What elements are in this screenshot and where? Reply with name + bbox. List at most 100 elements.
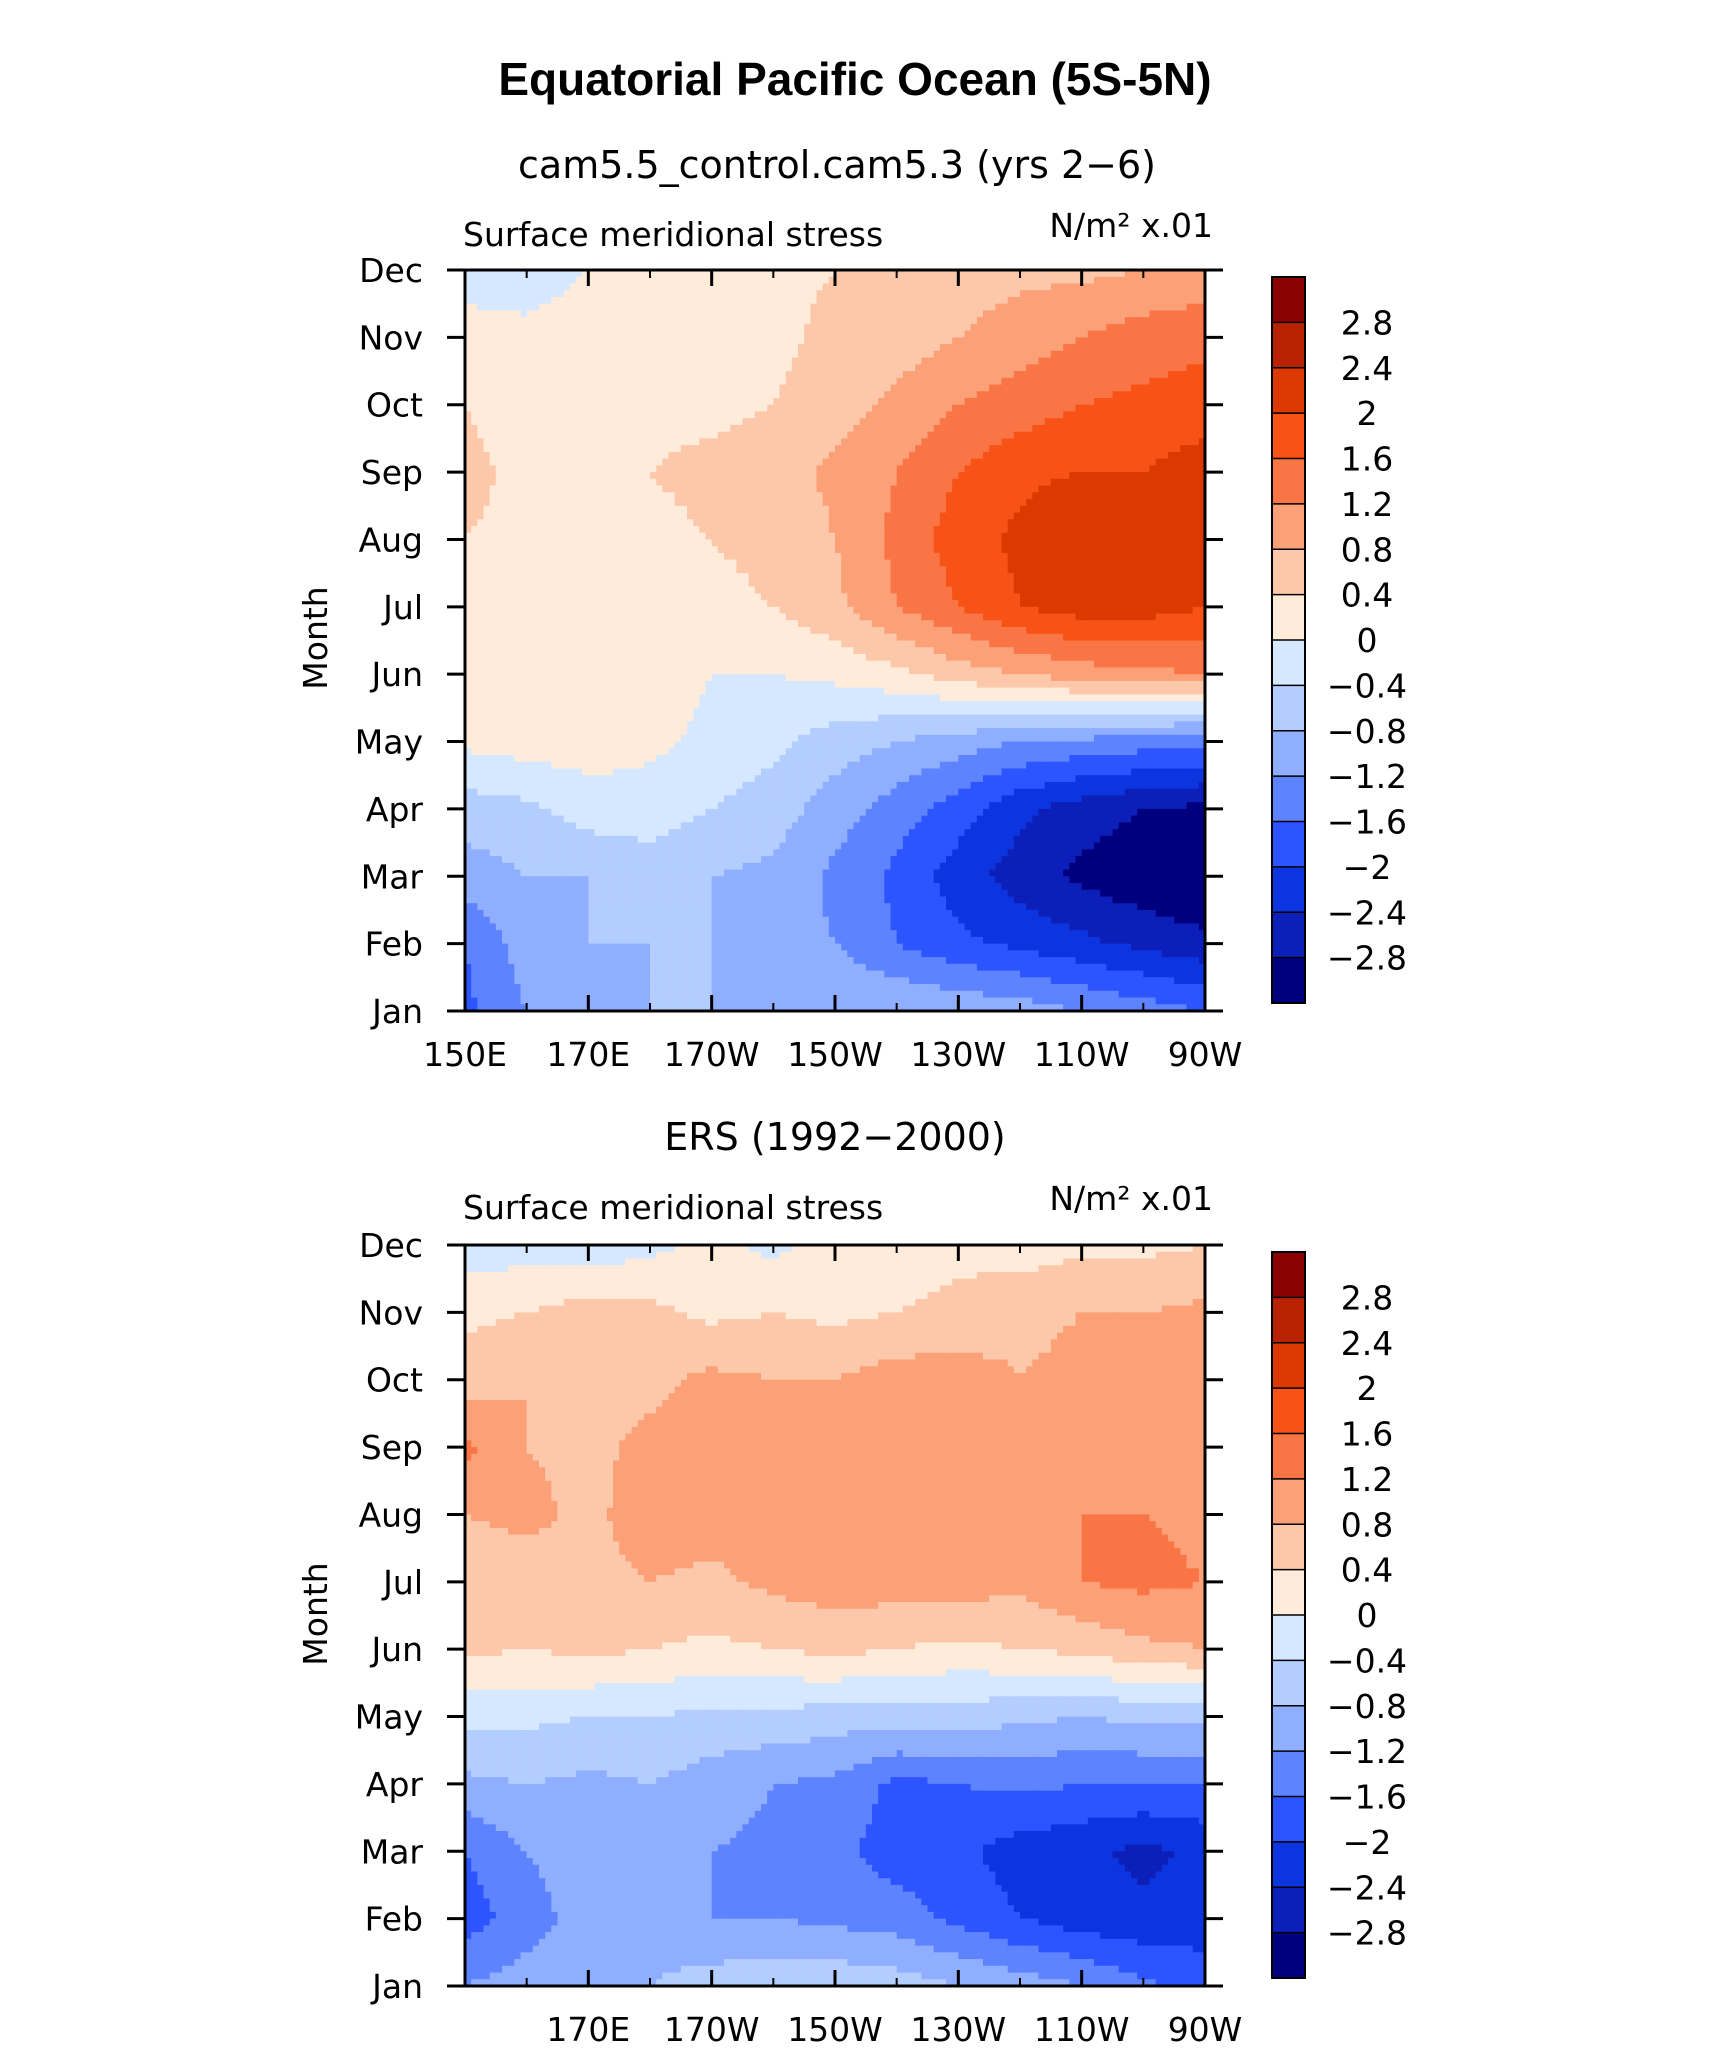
heatmap-cell (570, 337, 577, 344)
heatmap-cell (533, 465, 540, 472)
heatmap-cell (730, 418, 737, 425)
heatmap-cell (841, 351, 848, 358)
heatmap-cell (995, 506, 1002, 513)
heatmap-cell (1180, 526, 1187, 533)
heatmap-cell (527, 513, 534, 520)
heatmap-cell (804, 324, 811, 331)
heatmap-cell (872, 331, 879, 338)
heatmap-cell (884, 304, 891, 311)
heatmap-cell (724, 533, 731, 540)
heatmap-cell (786, 492, 793, 499)
heatmap-cell (693, 351, 700, 358)
heatmap-cell (533, 533, 540, 540)
heatmap-cell (804, 344, 811, 351)
heatmap-cell (551, 486, 558, 493)
heatmap-cell (619, 506, 626, 513)
heatmap-cell (989, 351, 996, 358)
heatmap-cell (1131, 297, 1138, 304)
heatmap-cell (656, 317, 663, 324)
heatmap-cell (1143, 297, 1150, 304)
heatmap-cell (1168, 378, 1175, 385)
heatmap-cell (989, 385, 996, 392)
heatmap-cell (810, 479, 817, 486)
heatmap-cell (995, 533, 1002, 540)
heatmap-cell (1039, 283, 1046, 290)
heatmap-cell (958, 479, 965, 486)
heatmap-cell (761, 317, 768, 324)
heatmap-cell (693, 405, 700, 412)
heatmap-cell (582, 459, 589, 466)
heatmap-cell (829, 411, 836, 418)
heatmap-cell (1193, 519, 1200, 526)
heatmap-cell (884, 539, 891, 546)
heatmap-cell (601, 358, 608, 365)
heatmap-cell (699, 331, 706, 338)
heatmap-cell (1039, 465, 1046, 472)
heatmap-cell (891, 411, 898, 418)
heatmap-cell (1131, 317, 1138, 324)
heatmap-cell (940, 499, 947, 506)
heatmap-cell (545, 486, 552, 493)
heatmap-cell (1008, 391, 1015, 398)
heatmap-cell (872, 391, 879, 398)
heatmap-cell (632, 546, 639, 553)
heatmap-cell (983, 533, 990, 540)
heatmap-cell (595, 344, 602, 351)
heatmap-cell (638, 492, 645, 499)
heatmap-cell (1076, 438, 1083, 445)
heatmap-cell (860, 304, 867, 311)
heatmap-cell (570, 358, 577, 365)
heatmap-cell (989, 486, 996, 493)
heatmap-cell (1174, 405, 1181, 412)
heatmap-cell (977, 499, 984, 506)
heatmap-cell (662, 546, 669, 553)
heatmap-cell (934, 277, 941, 284)
heatmap-cell (1125, 317, 1132, 324)
heatmap-cell (576, 513, 583, 520)
heatmap-cell (564, 290, 571, 297)
heatmap-cell (884, 479, 891, 486)
heatmap-cell (625, 277, 632, 284)
heatmap-cell (1100, 405, 1107, 412)
heatmap-cell (1076, 445, 1083, 452)
heatmap-cell (841, 533, 848, 540)
heatmap-cell (860, 459, 867, 466)
heatmap-cell (1014, 283, 1021, 290)
heatmap-cell (539, 479, 546, 486)
heatmap-cell (761, 539, 768, 546)
heatmap-cell (724, 506, 731, 513)
heatmap-cell (1187, 290, 1194, 297)
heatmap-cell (625, 364, 632, 371)
heatmap-cell (1032, 364, 1039, 371)
heatmap-cell (823, 479, 830, 486)
heatmap-cell (588, 290, 595, 297)
heatmap-cell (1150, 425, 1157, 432)
heatmap-cell (527, 452, 534, 459)
heatmap-cell (749, 371, 756, 378)
heatmap-cell (669, 358, 676, 365)
heatmap-cell (780, 506, 787, 513)
heatmap-cell (502, 371, 509, 378)
heatmap-cell (675, 432, 682, 439)
heatmap-cell (619, 344, 626, 351)
heatmap-cell (675, 452, 682, 459)
heatmap-cell (1088, 479, 1095, 486)
heatmap-cell (477, 391, 484, 398)
heatmap-cell (983, 344, 990, 351)
heatmap-cell (471, 452, 478, 459)
heatmap-cell (792, 526, 799, 533)
heatmap-cell (921, 391, 928, 398)
heatmap-cell (928, 283, 935, 290)
heatmap-cell (940, 411, 947, 418)
heatmap-cell (619, 297, 626, 304)
heatmap-cell (854, 459, 861, 466)
heatmap-cell (903, 391, 910, 398)
heatmap-cell (891, 486, 898, 493)
heatmap-cell (928, 297, 935, 304)
heatmap-cell (921, 290, 928, 297)
heatmap-cell (878, 364, 885, 371)
heatmap-cell (1125, 324, 1132, 331)
heatmap-cell (835, 411, 842, 418)
heatmap-cell (570, 499, 577, 506)
heatmap-cell (1180, 459, 1187, 466)
